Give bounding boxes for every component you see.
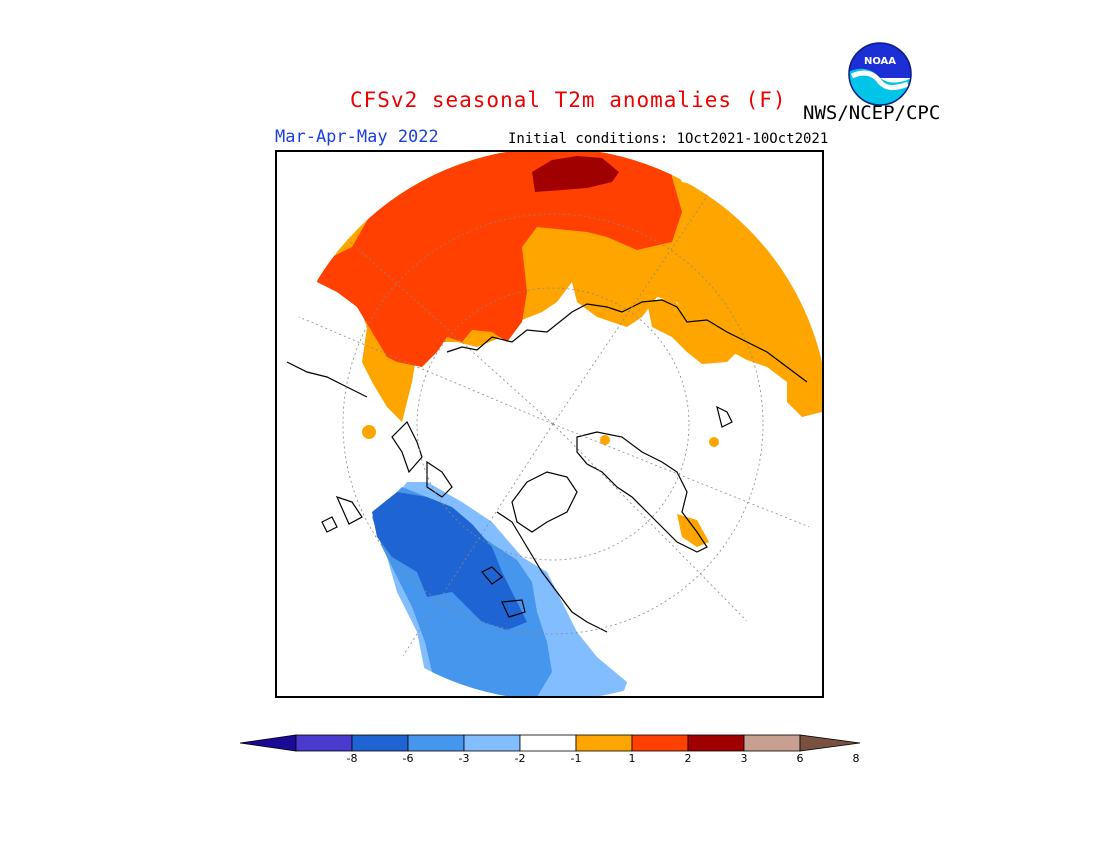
- colorbar-tick-label: -2: [514, 752, 526, 765]
- chart-title: CFSv2 seasonal T2m anomalies (F): [350, 88, 787, 112]
- logo-gull: [850, 70, 909, 90]
- colorbar-swatch: [407, 734, 465, 752]
- colorbar-arrow-left: [239, 734, 297, 752]
- colorbar-arrow-right: [799, 734, 861, 752]
- colorbar-tick-label: -3: [458, 752, 470, 765]
- logo-sea: [849, 68, 911, 105]
- map-frame: [275, 150, 824, 698]
- colorbar-tick-label: -8: [346, 752, 358, 765]
- colorbar-swatch: [687, 734, 745, 752]
- warm-spot-1: [362, 425, 376, 439]
- warm-blob-europe: [647, 297, 742, 364]
- logo-text: NOAA: [864, 56, 896, 67]
- colorbar-tick-label: 1: [628, 752, 636, 765]
- colorbar-swatch: [519, 734, 577, 752]
- colorbar-swatch: [631, 734, 689, 752]
- colorbar-tick-label: 8: [852, 752, 860, 765]
- cool-region-dark: [372, 492, 527, 630]
- warm-region-red: [317, 152, 682, 367]
- colorbar-tick-label: 3: [740, 752, 748, 765]
- colorbar-tick-label: 6: [796, 752, 804, 765]
- colorbar-swatch: [743, 734, 801, 752]
- initial-conditions-label: Initial conditions: 1Oct2021-10Oct2021: [508, 131, 829, 147]
- agency-label: NWS/NCEP/CPC: [803, 102, 941, 124]
- warm-spot-5: [787, 362, 822, 417]
- graticule: [286, 152, 822, 696]
- season-label: Mar-Apr-May 2022: [275, 127, 439, 147]
- colorbar-swatch: [295, 734, 353, 752]
- colorbar-tick-label: -1: [570, 752, 582, 765]
- colorbar-swatch: [575, 734, 633, 752]
- coastlines: [286, 299, 808, 633]
- colorbar-tick-label: 2: [684, 752, 692, 765]
- colorbar-swatch: [351, 734, 409, 752]
- warm-region-darkred: [532, 156, 619, 192]
- colorbar-swatch: [463, 734, 521, 752]
- colorbar: [239, 734, 861, 752]
- polar-map: [277, 152, 822, 696]
- colorbar-tick-label: -6: [402, 752, 414, 765]
- warm-spot-3: [600, 435, 610, 445]
- warm-spot-2: [709, 437, 719, 447]
- noaa-logo: NOAA: [848, 42, 912, 106]
